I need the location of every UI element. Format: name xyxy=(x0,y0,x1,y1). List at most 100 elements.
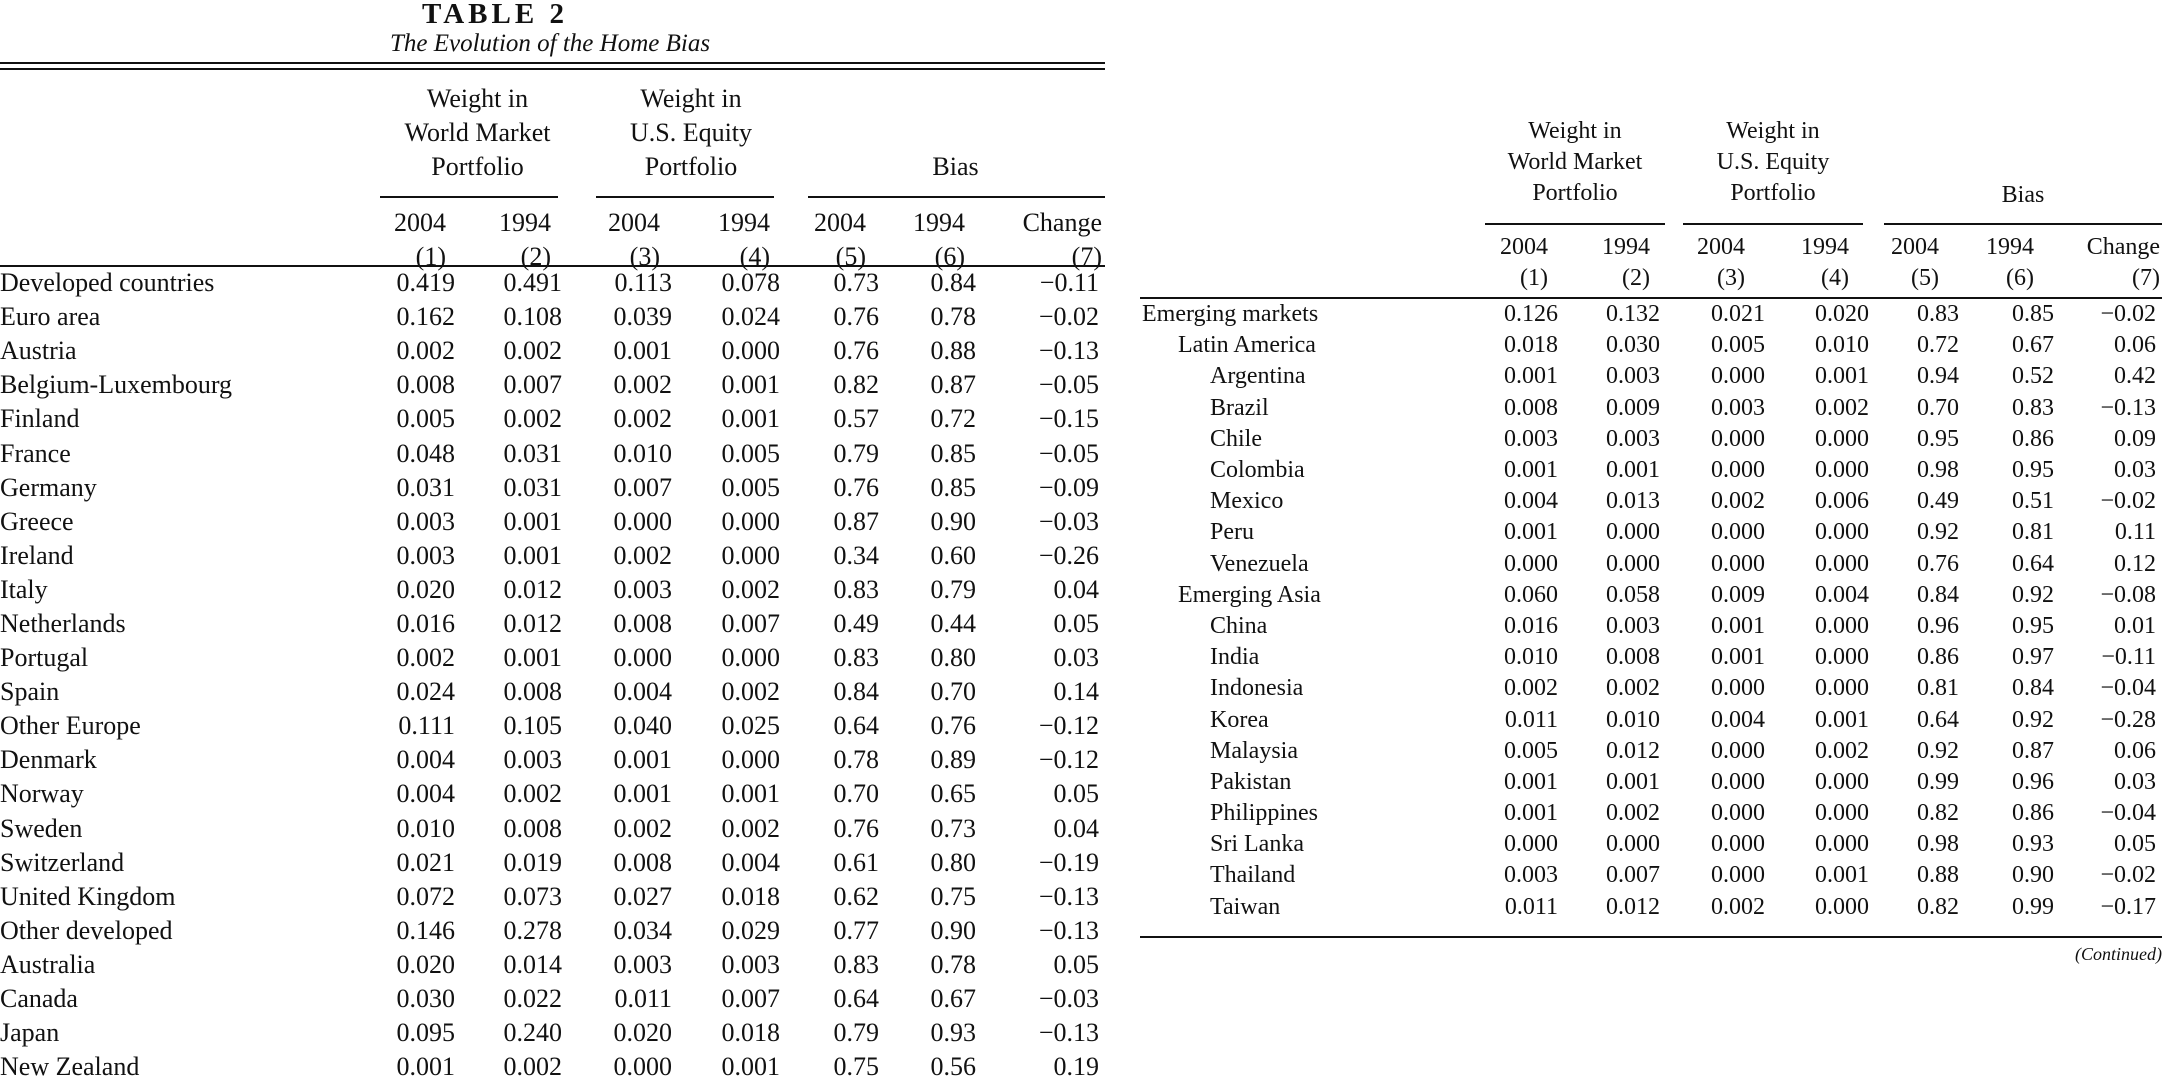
table-row: New Zealand 0.001 0.002 0.000 0.001 0.75 0.56 0… xyxy=(0,1050,1105,1084)
cell-col-6: 0.90 xyxy=(930,506,977,536)
col-header-5: 2004 (5) xyxy=(814,208,866,271)
cell-col-5: 0.83 xyxy=(1917,301,1959,328)
row-label: Denmark xyxy=(0,745,97,775)
cell-col-2: 0.002 xyxy=(503,779,563,809)
cell-col-7: −0.26 xyxy=(1038,540,1099,570)
cell-col-4: 0.000 xyxy=(721,540,781,570)
cell-col-6: 0.85 xyxy=(930,438,977,468)
cell-col-1: 0.001 xyxy=(1504,519,1558,546)
cell-col-6: 0.78 xyxy=(930,949,977,979)
cell-col-4: 0.004 xyxy=(721,847,781,877)
cell-col-7: 0.03 xyxy=(2114,457,2156,484)
table-row: Greece 0.003 0.001 0.000 0.000 0.87 0.90 −0.03 xyxy=(0,505,1105,539)
cell-col-6: 0.65 xyxy=(930,779,977,809)
cell-col-5: 0.64 xyxy=(833,711,880,741)
cell-col-4: 0.000 xyxy=(1815,893,1869,920)
cell-col-5: 0.88 xyxy=(1917,862,1959,889)
cell-col-7: −0.13 xyxy=(1038,336,1099,366)
cell-col-2: 0.019 xyxy=(503,847,563,877)
cell-col-6: 0.52 xyxy=(2012,363,2054,390)
column-header: Weight in World Market Portfolio Weight … xyxy=(0,70,1105,271)
col-header-2: 1994 (2) xyxy=(1602,234,1650,291)
col-header-4: 1994 (4) xyxy=(718,208,770,271)
cell-col-5: 0.84 xyxy=(833,677,880,707)
cell-col-6: 0.87 xyxy=(930,370,977,400)
table-label: TABLE 2 xyxy=(422,0,568,30)
table-row: Mexico 0.004 0.013 0.002 0.006 0.49 0.51 −0.02 xyxy=(1140,486,2162,517)
cell-col-6: 0.80 xyxy=(930,643,977,673)
row-label: Chile xyxy=(1210,425,1262,452)
cell-col-5: 0.82 xyxy=(1917,893,1959,920)
table-row: United Kingdom 0.072 0.073 0.027 0.018 0.62 0.… xyxy=(0,880,1105,914)
row-label: Peru xyxy=(1210,519,1254,546)
cell-col-4: 0.002 xyxy=(1815,394,1869,421)
cell-col-5: 0.62 xyxy=(833,881,880,911)
cell-col-2: 0.001 xyxy=(1606,768,1660,795)
cell-col-7: −0.19 xyxy=(1038,847,1099,877)
row-label: Other developed xyxy=(0,915,173,945)
cell-col-2: 0.008 xyxy=(503,813,563,843)
cell-col-7: 0.06 xyxy=(2114,737,2156,764)
cell-col-4: 0.007 xyxy=(721,608,781,638)
cell-col-6: 0.51 xyxy=(2012,488,2054,515)
cell-col-6: 0.64 xyxy=(2012,550,2054,577)
cell-col-6: 0.67 xyxy=(930,984,977,1014)
cell-col-6: 0.60 xyxy=(930,540,977,570)
table-row: Developed countries 0.419 0.491 0.113 0.078 0… xyxy=(0,266,1105,300)
cell-col-1: 0.162 xyxy=(396,302,456,332)
table-row: Norway 0.004 0.002 0.001 0.001 0.70 0.65 0.05 xyxy=(0,777,1105,811)
cell-col-1: 0.002 xyxy=(396,643,456,673)
group-rule-us xyxy=(1683,223,1863,225)
cell-col-7: 0.19 xyxy=(1053,1052,1100,1082)
row-label: India xyxy=(1210,644,1260,671)
cell-col-3: 0.000 xyxy=(1711,737,1765,764)
cell-col-2: 0.008 xyxy=(503,677,563,707)
cell-col-3: 0.034 xyxy=(613,915,673,945)
cell-col-7: −0.12 xyxy=(1038,711,1099,741)
row-label: Portugal xyxy=(0,643,89,673)
cell-col-1: 0.018 xyxy=(1504,332,1558,359)
cell-col-5: 0.76 xyxy=(833,302,880,332)
cell-col-7: −0.28 xyxy=(2100,706,2156,733)
cell-col-1: 0.010 xyxy=(1504,644,1558,671)
cell-col-4: 0.005 xyxy=(721,472,781,502)
cell-col-2: 0.014 xyxy=(503,949,563,979)
row-label: Emerging Asia xyxy=(1178,581,1321,608)
cell-col-5: 0.76 xyxy=(833,472,880,502)
row-label: Other Europe xyxy=(0,711,141,741)
cell-col-5: 0.79 xyxy=(833,1018,880,1048)
cell-col-5: 0.57 xyxy=(833,404,880,434)
cell-col-4: 0.000 xyxy=(1815,675,1869,702)
cell-col-3: 0.005 xyxy=(1711,332,1765,359)
cell-col-2: 0.073 xyxy=(503,881,563,911)
cell-col-5: 0.76 xyxy=(833,813,880,843)
cell-col-3: 0.000 xyxy=(1711,862,1765,889)
cell-col-5: 0.94 xyxy=(1917,363,1959,390)
cell-col-7: −0.02 xyxy=(2100,488,2156,515)
cell-col-3: 0.039 xyxy=(613,302,673,332)
cell-col-4: 0.029 xyxy=(721,915,781,945)
cell-col-1: 0.005 xyxy=(396,404,456,434)
col-header-6: 1994 (6) xyxy=(1986,234,2034,291)
table-row: Belgium-Luxembourg 0.008 0.007 0.002 0.001 0.… xyxy=(0,368,1105,402)
cell-col-7: −0.03 xyxy=(1038,506,1099,536)
row-label: Emerging markets xyxy=(1142,301,1319,328)
cell-col-1: 0.111 xyxy=(398,711,455,741)
cell-col-7: −0.12 xyxy=(1038,745,1099,775)
cell-col-5: 0.79 xyxy=(833,438,880,468)
continued-note: (Continued) xyxy=(2075,944,2162,964)
cell-col-1: 0.011 xyxy=(1504,893,1558,920)
group-header-us-equity: Weight in U.S. Equity Portfolio xyxy=(629,84,753,181)
cell-col-1: 0.020 xyxy=(396,574,456,604)
cell-col-4: 0.010 xyxy=(1815,332,1869,359)
cell-col-4: 0.002 xyxy=(721,574,781,604)
cell-col-6: 0.87 xyxy=(2012,737,2054,764)
cell-col-1: 0.003 xyxy=(396,540,456,570)
cell-col-7: −0.04 xyxy=(2100,675,2156,702)
cell-col-1: 0.095 xyxy=(396,1018,456,1048)
cell-col-6: 0.90 xyxy=(930,915,977,945)
table-row: France 0.048 0.031 0.010 0.005 0.79 0.85 −0.05 xyxy=(0,436,1105,470)
cell-col-1: 0.004 xyxy=(396,779,456,809)
cell-col-6: 0.67 xyxy=(2012,332,2054,359)
cell-col-2: 0.001 xyxy=(503,506,563,536)
